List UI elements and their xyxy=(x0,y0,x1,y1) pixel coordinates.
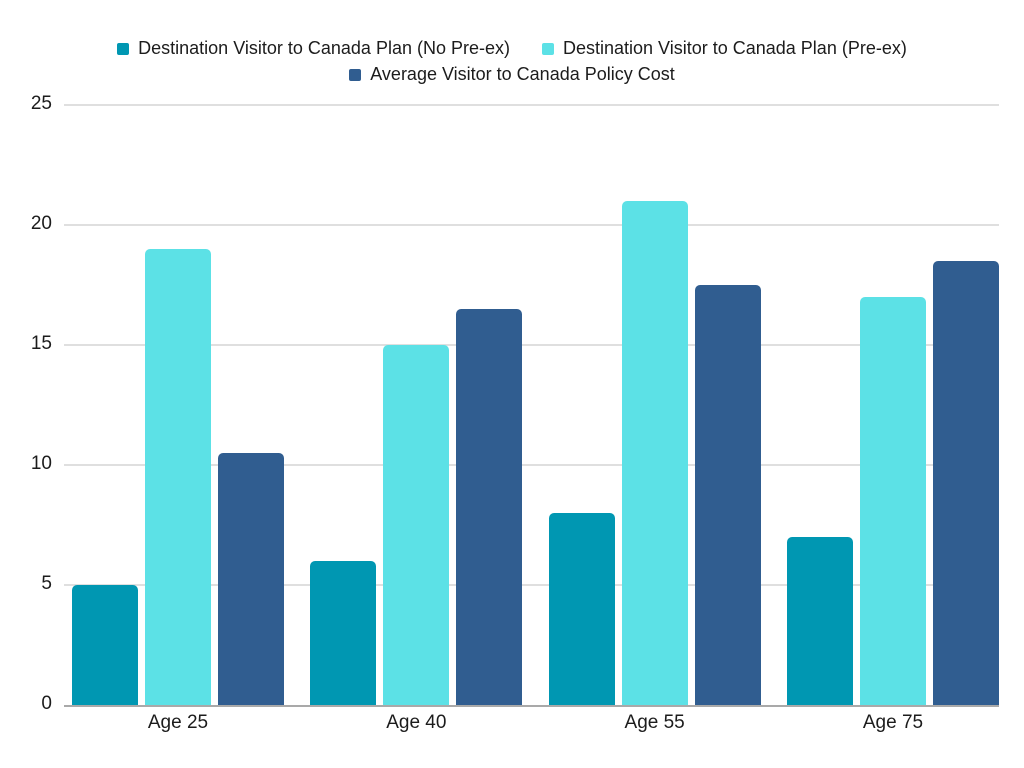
legend: Destination Visitor to Canada Plan (No P… xyxy=(0,38,1024,85)
legend-item: Destination Visitor to Canada Plan (Pre-… xyxy=(542,38,907,59)
legend-swatch-icon xyxy=(542,42,554,55)
y-axis-label: 25 xyxy=(30,93,52,114)
bar-group xyxy=(786,261,999,705)
x-axis-label: Age 75 xyxy=(862,712,924,733)
plot-area: 0 5 10 15 20 25 xyxy=(31,93,999,714)
x-axis-label: Age 40 xyxy=(386,712,447,733)
legend-swatch-icon xyxy=(349,68,362,81)
gridline xyxy=(64,224,999,226)
legend-item: Destination Visitor to Canada Plan (No P… xyxy=(117,38,510,59)
bar xyxy=(310,561,377,705)
bar-group xyxy=(548,201,761,705)
bar-groups xyxy=(64,105,999,705)
bar xyxy=(548,513,615,705)
bar xyxy=(859,297,926,705)
bar xyxy=(621,201,688,705)
gridline xyxy=(64,584,999,586)
legend-label: Destination Visitor to Canada Plan (Pre-… xyxy=(563,38,907,58)
bar xyxy=(786,537,853,705)
bar xyxy=(932,261,999,705)
bar-group xyxy=(72,249,284,705)
x-axis-label: Age 25 xyxy=(147,712,209,733)
legend-row: Destination Visitor to Canada Plan (No P… xyxy=(0,38,1024,59)
y-axis-label: 20 xyxy=(30,213,52,234)
legend-swatch-icon xyxy=(117,42,130,55)
bar xyxy=(218,453,284,705)
y-axis-label: 0 xyxy=(41,693,52,714)
gridline xyxy=(64,464,999,466)
gridline xyxy=(64,104,999,106)
bar-group xyxy=(310,309,523,705)
bar xyxy=(72,585,138,705)
legend-label: Average Visitor to Canada Policy Cost xyxy=(370,64,675,84)
y-axis-label: 5 xyxy=(41,573,52,594)
legend-row: Average Visitor to Canada Policy Cost xyxy=(0,64,1024,85)
gridline xyxy=(64,344,999,346)
x-axis-labels: Age 25 Age 40 Age 55 Age 75 xyxy=(64,712,999,734)
y-axis-label: 10 xyxy=(30,453,52,474)
bar xyxy=(694,285,761,705)
legend-label: Destination Visitor to Canada Plan (No P… xyxy=(138,38,510,58)
y-axis-label: 15 xyxy=(30,333,52,354)
legend-item: Average Visitor to Canada Policy Cost xyxy=(349,64,675,85)
x-axis-label: Age 55 xyxy=(624,712,685,733)
x-axis-line xyxy=(64,705,999,707)
bar xyxy=(456,309,523,705)
bar xyxy=(145,249,211,705)
bar xyxy=(383,345,450,705)
